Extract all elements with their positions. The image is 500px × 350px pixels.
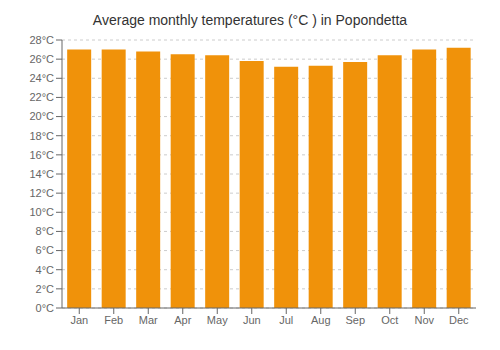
svg-text:20°C: 20°C: [29, 110, 54, 122]
svg-text:28°C: 28°C: [29, 34, 54, 46]
svg-text:4°C: 4°C: [36, 264, 55, 276]
svg-text:Jun: Jun: [243, 314, 261, 326]
svg-text:10°C: 10°C: [29, 206, 54, 218]
svg-text:8°C: 8°C: [36, 225, 55, 237]
svg-text:22°C: 22°C: [29, 91, 54, 103]
svg-text:Sep: Sep: [345, 314, 365, 326]
svg-text:Aug: Aug: [311, 314, 331, 326]
svg-text:24°C: 24°C: [29, 72, 54, 84]
svg-text:Mar: Mar: [139, 314, 158, 326]
svg-text:2°C: 2°C: [36, 283, 55, 295]
svg-text:12°C: 12°C: [29, 187, 54, 199]
svg-text:Oct: Oct: [381, 314, 398, 326]
svg-text:Nov: Nov: [414, 314, 434, 326]
svg-text:14°C: 14°C: [29, 168, 54, 180]
svg-text:6°C: 6°C: [36, 244, 55, 256]
svg-text:16°C: 16°C: [29, 149, 54, 161]
svg-text:Dec: Dec: [449, 314, 469, 326]
svg-text:18°C: 18°C: [29, 130, 54, 142]
svg-text:Jul: Jul: [279, 314, 293, 326]
svg-text:Jan: Jan: [70, 314, 88, 326]
svg-text:26°C: 26°C: [29, 53, 54, 65]
html-text:Average monthly temperatures (: Average monthly temperatures (°C ) in Po…: [92, 12, 408, 28]
svg-text:May: May: [207, 314, 228, 326]
svg-text:Feb: Feb: [104, 314, 123, 326]
svg-text:Apr: Apr: [174, 314, 191, 326]
svg-text:0°C: 0°C: [36, 302, 55, 314]
